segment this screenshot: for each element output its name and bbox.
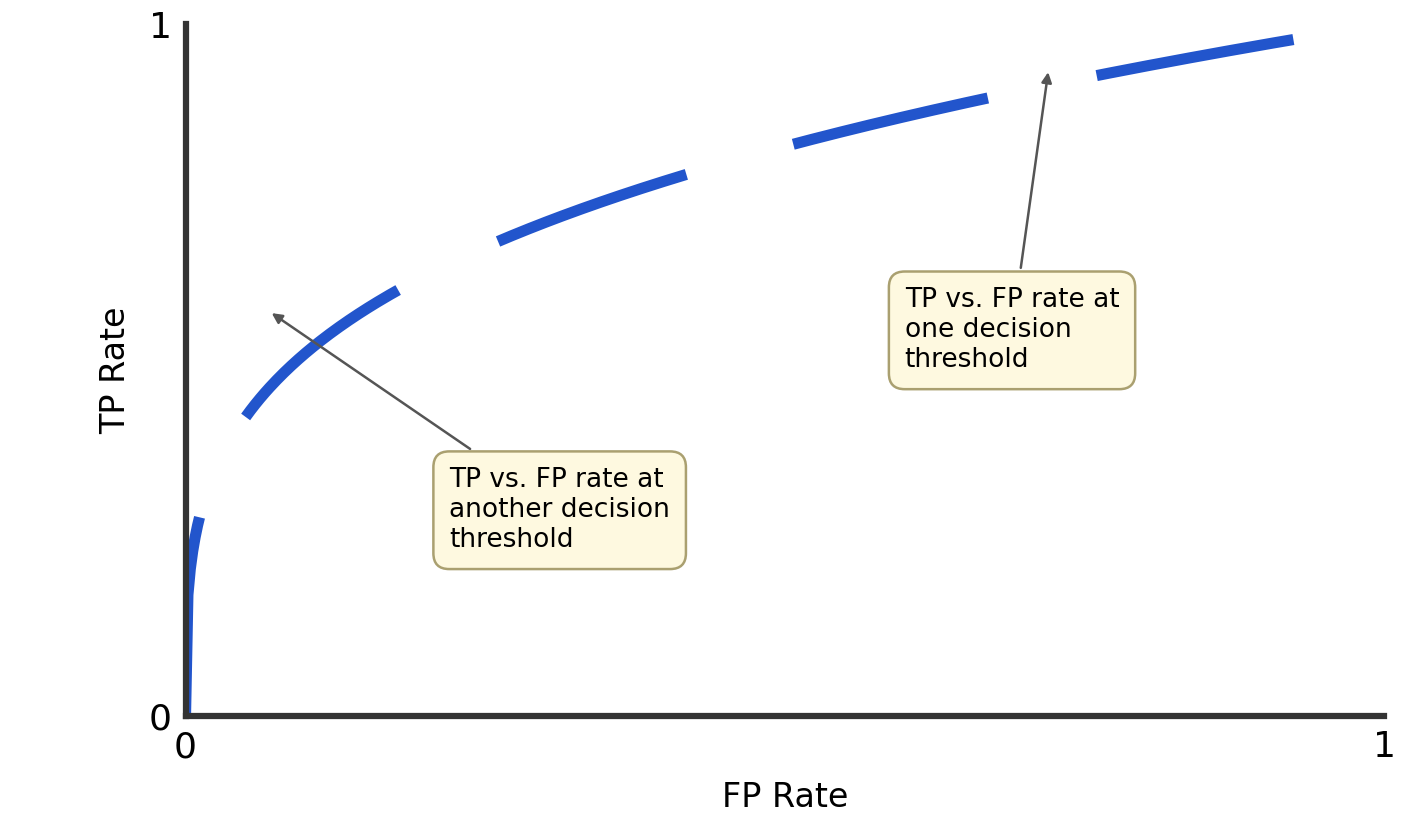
- Y-axis label: TP Rate: TP Rate: [98, 307, 131, 434]
- Text: TP vs. FP rate at
one decision
threshold: TP vs. FP rate at one decision threshold: [905, 75, 1119, 374]
- X-axis label: FP Rate: FP Rate: [722, 781, 848, 814]
- Text: TP vs. FP rate at
another decision
threshold: TP vs. FP rate at another decision thres…: [274, 315, 671, 554]
